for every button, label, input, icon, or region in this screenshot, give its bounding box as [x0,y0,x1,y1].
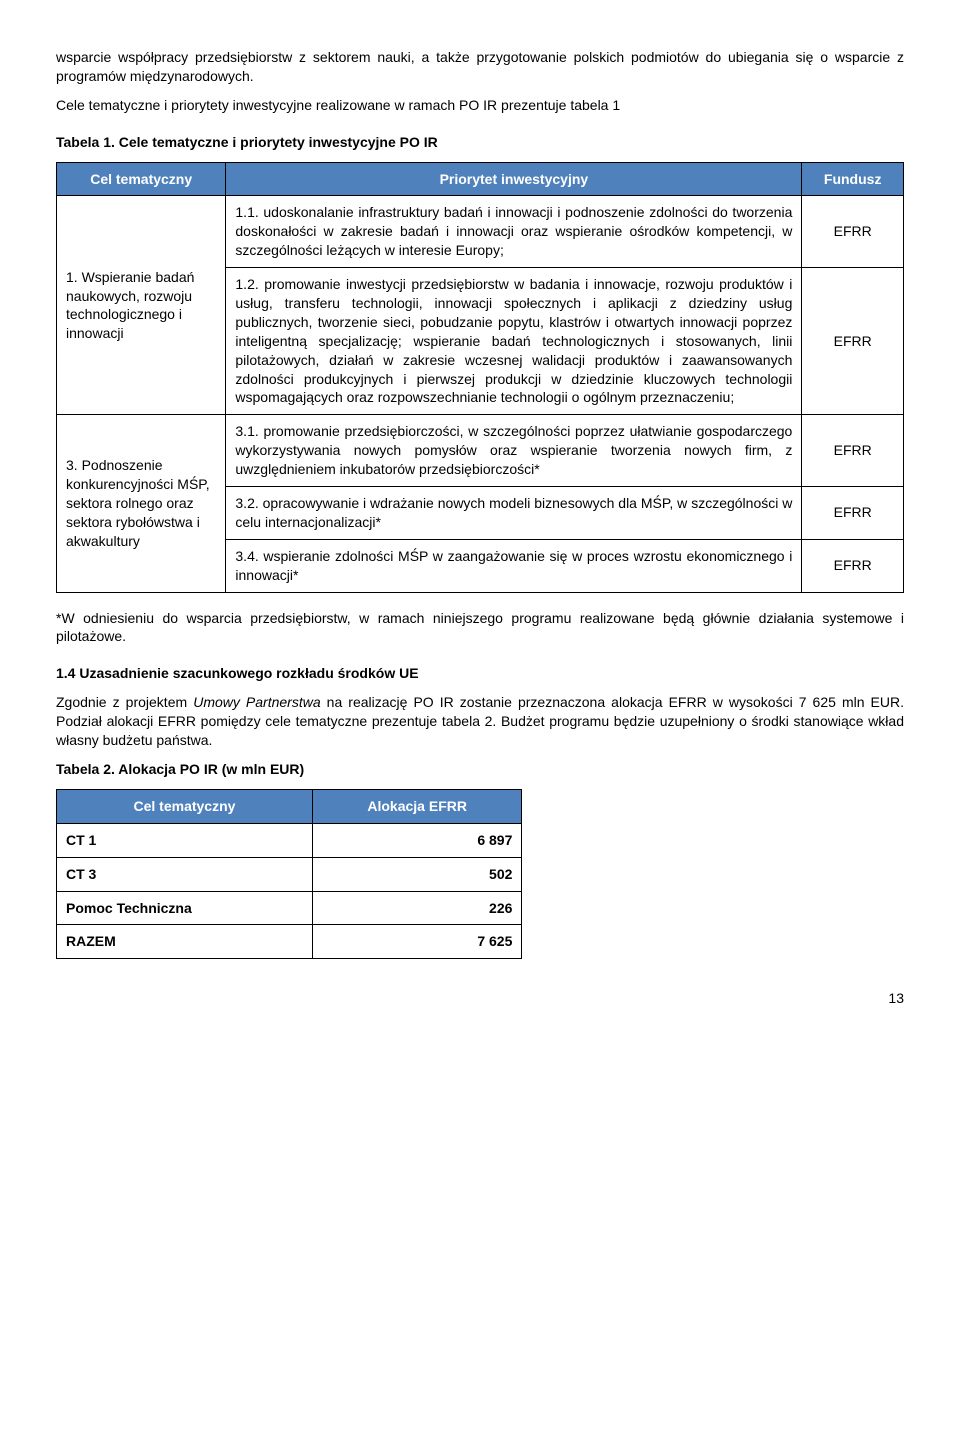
table1-head-c2: Priorytet inwestycyjny [226,162,802,196]
table2: Cel tematyczny Alokacja EFRR CT 1 6 897 … [56,789,522,959]
table1-group1-label: 1. Wspieranie badań naukowych, rozwoju t… [57,196,226,415]
table2-r0-value: 6 897 [312,823,521,857]
table1-g1-r1-fund: EFRR [802,268,904,415]
table2-r2-label: Pomoc Techniczna [57,891,313,925]
table-row: Pomoc Techniczna 226 [57,891,522,925]
table1-g1-r1-text: 1.2. promowanie inwestycji przedsiębiors… [226,268,802,415]
table2-r3-value: 7 625 [312,925,521,959]
table1-g2-r2-fund: EFRR [802,539,904,592]
table1-g2-r0-text: 3.1. promowanie przedsiębiorczości, w sz… [226,415,802,487]
table1-header-row: Cel tematyczny Priorytet inwestycyjny Fu… [57,162,904,196]
table1-g2-r1-text: 3.2. opracowywanie i wdrażanie nowych mo… [226,487,802,540]
table2-head-c1: Cel tematyczny [57,789,313,823]
table1-g1-r0-text: 1.1. udoskonalanie infrastruktury badań … [226,196,802,268]
table1-g2-r2-text: 3.4. wspieranie zdolności MŚP w zaangażo… [226,539,802,592]
section14-p1-ital: Umowy Partnerstwa [193,694,320,710]
table2-r2-value: 226 [312,891,521,925]
section14-p1-pre: Zgodnie z projektem [56,694,193,710]
table2-head-c2: Alokacja EFRR [312,789,521,823]
table-row: RAZEM 7 625 [57,925,522,959]
table-row: 1. Wspieranie badań naukowych, rozwoju t… [57,196,904,268]
table1-g2-r0-fund: EFRR [802,415,904,487]
table1-caption: Tabela 1. Cele tematyczne i priorytety i… [56,133,904,152]
footnote: *W odniesieniu do wsparcia przedsiębiors… [56,609,904,647]
section14-heading: 1.4 Uzasadnienie szacunkowego rozkładu ś… [56,664,904,683]
section14-paragraph: Zgodnie z projektem Umowy Partnerstwa na… [56,693,904,750]
table-row: CT 3 502 [57,857,522,891]
table2-r3-label: RAZEM [57,925,313,959]
table-row: CT 1 6 897 [57,823,522,857]
table1-head-c1: Cel tematyczny [57,162,226,196]
table1-g2-r1-fund: EFRR [802,487,904,540]
table1-head-c3: Fundusz [802,162,904,196]
table1-group2-label: 3. Podnoszenie konkurencyjności MŚP, sek… [57,415,226,592]
table-row: 3. Podnoszenie konkurencyjności MŚP, sek… [57,415,904,487]
table2-r1-label: CT 3 [57,857,313,891]
table1: Cel tematyczny Priorytet inwestycyjny Fu… [56,162,904,593]
table2-r0-label: CT 1 [57,823,313,857]
table1-g1-r0-fund: EFRR [802,196,904,268]
page-number: 13 [56,989,904,1008]
intro-paragraph-1: wsparcie współpracy przedsiębiorstw z se… [56,48,904,86]
table2-caption: Tabela 2. Alokacja PO IR (w mln EUR) [56,760,904,779]
table2-header-row: Cel tematyczny Alokacja EFRR [57,789,522,823]
intro-paragraph-2: Cele tematyczne i priorytety inwestycyjn… [56,96,904,115]
table2-r1-value: 502 [312,857,521,891]
